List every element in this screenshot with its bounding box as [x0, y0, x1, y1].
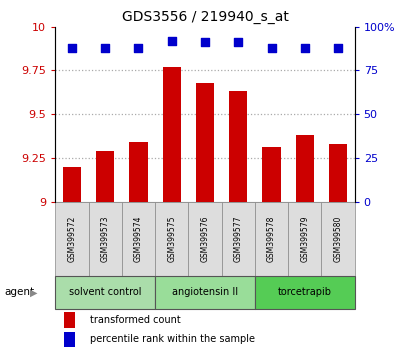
FancyBboxPatch shape	[254, 275, 354, 309]
Point	[201, 40, 208, 45]
Bar	[295, 135, 313, 202]
Point	[234, 40, 241, 45]
FancyBboxPatch shape	[254, 202, 288, 275]
Text: percentile rank within the sample: percentile rank within the sample	[90, 335, 254, 344]
Bar	[229, 91, 247, 202]
Text: solvent control: solvent control	[69, 287, 141, 297]
Text: GSM399572: GSM399572	[67, 215, 76, 262]
Point	[69, 45, 75, 50]
Text: ▶: ▶	[29, 287, 37, 297]
FancyBboxPatch shape	[288, 202, 321, 275]
Text: GSM399580: GSM399580	[333, 215, 342, 262]
Text: GSM399579: GSM399579	[299, 215, 308, 262]
FancyBboxPatch shape	[155, 202, 188, 275]
Text: GSM399578: GSM399578	[266, 215, 275, 262]
FancyBboxPatch shape	[55, 275, 155, 309]
Bar	[328, 144, 346, 202]
Text: transformed count: transformed count	[90, 315, 180, 325]
Bar	[96, 151, 114, 202]
FancyBboxPatch shape	[88, 202, 121, 275]
Point	[135, 45, 142, 50]
Bar	[64, 312, 74, 328]
FancyBboxPatch shape	[188, 202, 221, 275]
Bar	[63, 167, 81, 202]
FancyBboxPatch shape	[121, 202, 155, 275]
Point	[102, 45, 108, 50]
Bar	[196, 82, 213, 202]
Text: torcetrapib: torcetrapib	[277, 287, 331, 297]
Text: GSM399576: GSM399576	[200, 215, 209, 262]
Bar	[262, 147, 280, 202]
Title: GDS3556 / 219940_s_at: GDS3556 / 219940_s_at	[121, 10, 288, 24]
Bar	[64, 332, 74, 347]
Bar	[129, 142, 147, 202]
FancyBboxPatch shape	[221, 202, 254, 275]
Point	[334, 45, 340, 50]
Text: GSM399575: GSM399575	[167, 215, 176, 262]
FancyBboxPatch shape	[55, 202, 88, 275]
FancyBboxPatch shape	[321, 202, 354, 275]
Text: GSM399573: GSM399573	[101, 215, 110, 262]
Point	[168, 38, 175, 44]
Text: GSM399577: GSM399577	[233, 215, 242, 262]
Bar	[162, 67, 180, 202]
Point	[267, 45, 274, 50]
FancyBboxPatch shape	[155, 275, 254, 309]
Text: angiotensin II: angiotensin II	[171, 287, 238, 297]
Text: GSM399574: GSM399574	[134, 215, 143, 262]
Text: agent: agent	[4, 287, 34, 297]
Point	[301, 45, 307, 50]
